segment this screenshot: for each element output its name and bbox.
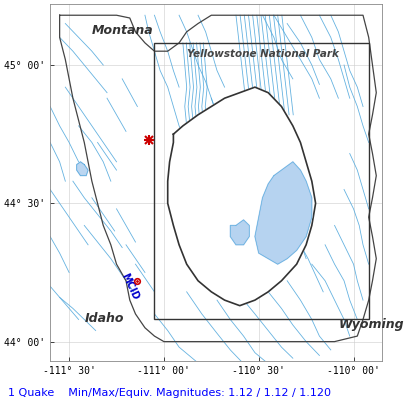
- Text: Idaho: Idaho: [84, 312, 124, 325]
- Polygon shape: [167, 87, 315, 306]
- Text: Yellowstone National Park: Yellowstone National Park: [186, 50, 338, 60]
- Polygon shape: [254, 162, 311, 264]
- Text: Wyoming: Wyoming: [337, 318, 403, 330]
- Polygon shape: [76, 162, 88, 176]
- Text: Montana: Montana: [92, 24, 153, 37]
- Text: 1 Quake    Min/Max/Equiv. Magnitudes: 1.12 / 1.12 / 1.120: 1 Quake Min/Max/Equiv. Magnitudes: 1.12 …: [8, 388, 330, 398]
- Bar: [154, 43, 368, 320]
- Polygon shape: [230, 220, 249, 245]
- Text: MCID: MCID: [119, 271, 140, 301]
